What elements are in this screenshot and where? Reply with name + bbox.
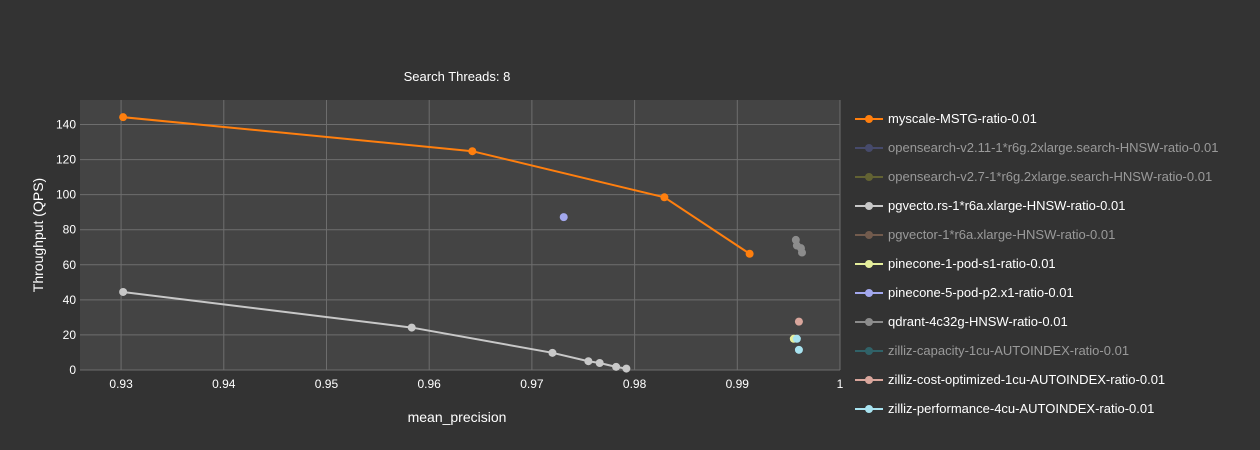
legend-swatch-marker (865, 143, 873, 152)
legend-label: zilliz-performance-4cu-AUTOINDEX-ratio-0… (888, 401, 1155, 416)
legend-label: opensearch-v2.11-1*r6g.2xlarge.search-HN… (888, 140, 1219, 155)
x-tick-label: 0.99 (726, 377, 750, 391)
legend-swatch (855, 172, 883, 181)
x-axis-label: mean_precision (408, 409, 507, 425)
data-point (584, 357, 593, 366)
data-point (468, 147, 477, 156)
data-point (622, 364, 631, 373)
data-point (119, 113, 128, 122)
x-tick-label: 0.97 (520, 377, 544, 391)
legend-label: pinecone-5-pod-p2.x1-ratio-0.01 (888, 285, 1074, 300)
legend-item[interactable]: pgvecto.rs-1*r6a.xlarge-HNSW-ratio-0.01 (852, 191, 1218, 220)
legend-swatch (855, 317, 883, 326)
legend-label: pgvector-1*r6a.xlarge-HNSW-ratio-0.01 (888, 227, 1116, 242)
legend-item[interactable]: pinecone-1-pod-s1-ratio-0.01 (852, 249, 1218, 278)
legend-label: pinecone-1-pod-s1-ratio-0.01 (888, 256, 1056, 271)
data-point (660, 193, 669, 202)
legend-swatch (855, 375, 883, 384)
data-point (407, 323, 416, 332)
x-tick-label: 0.94 (212, 377, 236, 391)
legend-item[interactable]: opensearch-v2.11-1*r6g.2xlarge.search-HN… (852, 133, 1218, 162)
legend-item[interactable]: pgvector-1*r6a.xlarge-HNSW-ratio-0.01 (852, 220, 1218, 249)
x-tick-label: 0.93 (109, 377, 133, 391)
data-point (798, 248, 806, 257)
data-point (794, 317, 803, 326)
legend-swatch-marker (865, 317, 873, 326)
legend-item[interactable]: zilliz-capacity-1cu-AUTOINDEX-ratio-0.01 (852, 336, 1218, 365)
chart-title: Search Threads: 8 (404, 69, 511, 84)
legend-label: qdrant-4c32g-HNSW-ratio-0.01 (888, 314, 1068, 329)
plot-background (80, 100, 840, 370)
legend-swatch-marker (865, 404, 873, 413)
y-tick-label: 120 (56, 153, 76, 167)
x-tick-label: 1 (837, 377, 844, 391)
legend-swatch-marker (865, 259, 873, 268)
y-axis-label: Throughput (QPS) (30, 178, 46, 292)
y-tick-label: 60 (63, 258, 77, 272)
legend-swatch (855, 143, 883, 152)
legend-swatch-marker (865, 375, 873, 384)
legend-label: pgvecto.rs-1*r6a.xlarge-HNSW-ratio-0.01 (888, 198, 1126, 213)
legend-item[interactable]: zilliz-cost-optimized-1cu-AUTOINDEX-rati… (852, 365, 1218, 394)
x-tick-label: 0.96 (418, 377, 442, 391)
legend-item[interactable]: opensearch-v2.7-1*r6g.2xlarge.search-HNS… (852, 162, 1218, 191)
legend-swatch-marker (865, 346, 873, 355)
legend-item[interactable]: zilliz-performance-4cu-AUTOINDEX-ratio-0… (852, 394, 1218, 423)
legend-swatch (855, 201, 883, 210)
legend: myscale-MSTG-ratio-0.01 opensearch-v2.11-… (852, 104, 1218, 423)
data-point (595, 358, 604, 367)
legend-swatch (855, 346, 883, 355)
legend-swatch (855, 114, 883, 123)
data-point (792, 334, 801, 343)
legend-swatch (855, 288, 883, 297)
legend-swatch-marker (865, 201, 873, 210)
legend-label: opensearch-v2.7-1*r6g.2xlarge.search-HNS… (888, 169, 1213, 184)
legend-item[interactable]: qdrant-4c32g-HNSW-ratio-0.01 (852, 307, 1218, 336)
x-tick-label: 0.98 (623, 377, 647, 391)
data-point (548, 348, 557, 357)
y-tick-label: 80 (63, 223, 77, 237)
legend-swatch-marker (865, 172, 873, 181)
series-line (123, 116, 751, 255)
y-tick-label: 20 (63, 328, 77, 342)
legend-swatch (855, 259, 883, 268)
legend-item[interactable]: pinecone-5-pod-p2.x1-ratio-0.01 (852, 278, 1218, 307)
legend-label: myscale-MSTG-ratio-0.01 (888, 111, 1037, 126)
x-tick-label: 0.95 (315, 377, 339, 391)
y-tick-label: 0 (69, 363, 76, 377)
y-tick-label: 40 (63, 293, 77, 307)
legend-swatch (855, 230, 883, 239)
y-tick-label: 140 (56, 118, 76, 132)
legend-swatch-marker (865, 114, 873, 123)
data-point (559, 213, 568, 222)
data-point (612, 362, 621, 371)
y-tick-label: 100 (56, 188, 76, 202)
data-point (794, 345, 803, 354)
legend-swatch-marker (865, 230, 873, 239)
legend-swatch-marker (865, 288, 873, 297)
legend-label: zilliz-capacity-1cu-AUTOINDEX-ratio-0.01 (888, 343, 1130, 358)
legend-swatch (855, 404, 883, 413)
data-point (119, 287, 128, 296)
legend-item[interactable]: myscale-MSTG-ratio-0.01 (852, 104, 1218, 133)
data-point (745, 249, 754, 258)
legend-label: zilliz-cost-optimized-1cu-AUTOINDEX-rati… (888, 372, 1166, 387)
